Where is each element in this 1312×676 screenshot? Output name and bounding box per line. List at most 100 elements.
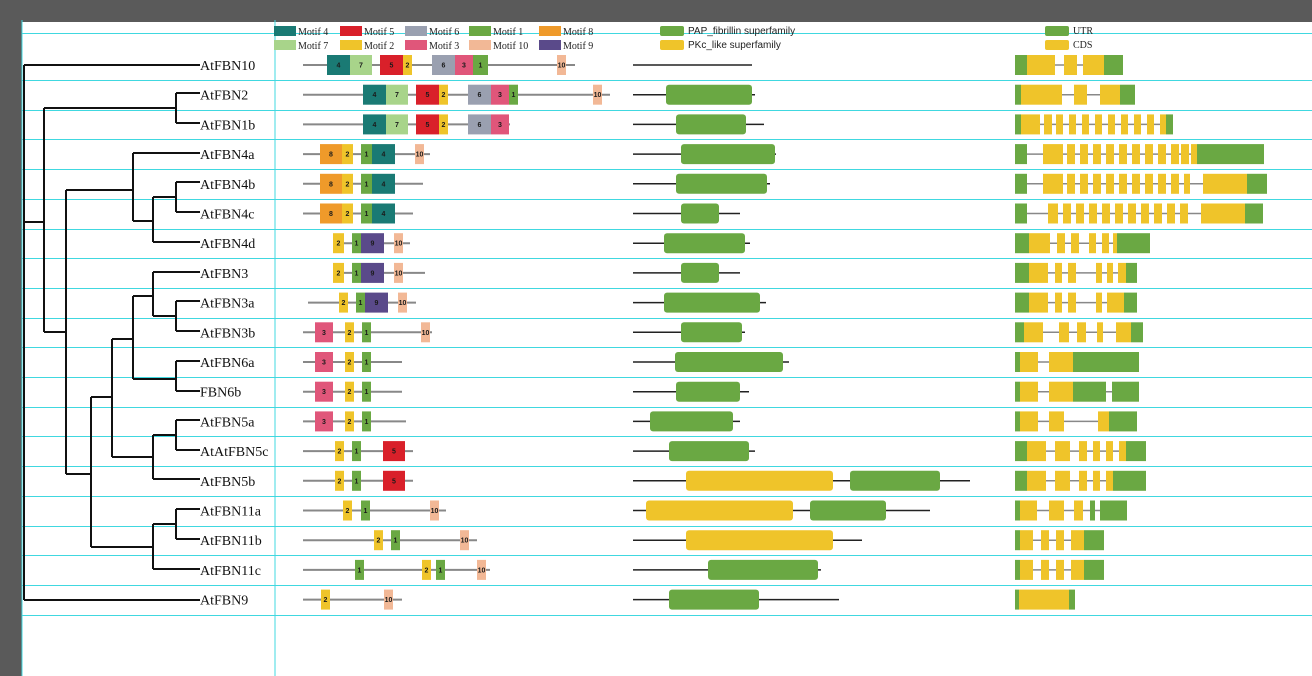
- domain-track: [633, 84, 755, 105]
- domain-track: [633, 262, 740, 283]
- gene-label: AtFBN6a: [200, 356, 255, 371]
- exon-utr: [1069, 589, 1075, 610]
- motif-number: 4: [382, 211, 386, 218]
- gene-label: AtFBN4d: [200, 237, 255, 252]
- exon-cds: [1191, 144, 1197, 165]
- motif-rect: [477, 559, 486, 580]
- exon-cds: [1049, 352, 1073, 372]
- motif-rect: [468, 114, 491, 135]
- motif-rect: [363, 84, 386, 105]
- motif-rect: [362, 352, 371, 372]
- motif-rect: [315, 322, 333, 343]
- motif-box-1: 1: [361, 144, 372, 165]
- motif-number: 10: [416, 152, 424, 159]
- motif-box-1: 1: [362, 381, 371, 402]
- exon-utr: [1104, 55, 1123, 75]
- legend-label: Motif 4: [298, 27, 328, 38]
- legend-label: PKc_like superfamily: [688, 40, 781, 51]
- motif-box-3: 3: [315, 322, 333, 343]
- motif-number: 5: [426, 122, 430, 129]
- motif-box-10: 10: [593, 84, 602, 105]
- exon-cds: [1056, 114, 1063, 135]
- motif-number: 7: [395, 92, 399, 99]
- motif-box-2: 2: [335, 470, 344, 491]
- motif-rect: [362, 322, 371, 343]
- motif-number: 2: [442, 122, 446, 129]
- legend-swatch: [660, 40, 684, 50]
- motif-box-2: 2: [345, 322, 354, 343]
- legend-motif-6: Motif 6: [405, 26, 459, 38]
- motif-rect: [473, 55, 488, 75]
- motif-box-4: 4: [372, 203, 395, 224]
- exon-cds: [1106, 173, 1114, 194]
- motif-rect: [372, 203, 395, 224]
- motif-number: 2: [425, 567, 429, 574]
- exon-utr: [1113, 470, 1146, 491]
- exon-cds: [1119, 173, 1127, 194]
- motif-number: 1: [365, 181, 369, 188]
- motif-box-10: 10: [430, 500, 439, 521]
- motif-box-8: 8: [320, 203, 342, 224]
- motif-box-10: 10: [477, 559, 486, 580]
- exon-cds: [1076, 203, 1084, 224]
- motif-rect: [320, 144, 342, 165]
- motif-rect: [335, 470, 344, 491]
- gene-row: AtFBN9 2 10: [200, 589, 1075, 610]
- exon-cds: [1024, 322, 1043, 343]
- motif-rect: [439, 84, 448, 105]
- exon-utr: [1073, 352, 1139, 372]
- motif-rect: [422, 559, 431, 580]
- domain-track: [633, 114, 764, 135]
- motif-number: 1: [355, 449, 359, 456]
- motif-box-7: 7: [350, 55, 372, 75]
- domain-track: [633, 559, 821, 580]
- motif-track: 4 7 5 2 6 3 1 10: [303, 84, 610, 105]
- exon-cds: [1184, 173, 1190, 194]
- legend-swatch: [274, 40, 296, 50]
- motif-box-3: 3: [315, 352, 333, 372]
- exon-utr: [1073, 381, 1106, 402]
- motif-rect: [365, 292, 388, 313]
- legend-label: Motif 6: [429, 27, 459, 38]
- exon-cds: [1119, 144, 1127, 165]
- exon-cds: [1158, 144, 1166, 165]
- exon-cds: [1071, 559, 1084, 580]
- motif-box-6: 6: [468, 114, 491, 135]
- motif-number: 10: [422, 330, 430, 337]
- motif-rect: [374, 530, 383, 551]
- motif-box-6: 6: [468, 84, 491, 105]
- exon-cds: [1063, 203, 1071, 224]
- motif-box-2: 2: [439, 84, 448, 105]
- motif-rect: [342, 173, 353, 194]
- motif-rect: [321, 589, 330, 610]
- domain-box-pap: [676, 381, 740, 402]
- motif-track: 2 10: [303, 589, 402, 610]
- gene-label: AtFBN2: [200, 89, 248, 104]
- gene-label: AtAtFBN5c: [200, 445, 268, 460]
- domain-box-pap: [708, 559, 818, 580]
- motif-number: 4: [373, 122, 377, 129]
- motif-track: 2 1 9 10: [333, 262, 425, 283]
- motif-number: 2: [348, 389, 352, 396]
- gene-label: AtFBN4a: [200, 148, 255, 163]
- exon-utr: [1109, 411, 1137, 432]
- gene-row: AtFBN11a 2 1 10: [200, 500, 1127, 521]
- motif-number: 2: [348, 419, 352, 426]
- exon-utr: [1015, 55, 1027, 75]
- domain-box-pap: [675, 352, 783, 372]
- gene-row: AtFBN4d 2 1 9 10: [200, 233, 1150, 254]
- domain-box-pap: [681, 322, 742, 343]
- motif-number: 1: [365, 152, 369, 159]
- exon-cds: [1147, 114, 1154, 135]
- legend-swatch: [539, 40, 561, 50]
- exon-cds: [1020, 530, 1033, 551]
- domain-box-pap: [810, 500, 886, 521]
- gene-row: AtAtFBN5c 2 1 5: [200, 441, 1146, 462]
- exon-utr: [1015, 589, 1019, 610]
- gene-row: AtFBN10 4 7 5 2 6 3 1 10: [200, 55, 1123, 75]
- gene-row: AtFBN1b 4 7 5 2 6 3: [200, 114, 1173, 135]
- exon-cds: [1160, 114, 1166, 135]
- motif-number: 1: [365, 211, 369, 218]
- structure-track: [1015, 173, 1267, 194]
- motif-rect: [356, 292, 365, 313]
